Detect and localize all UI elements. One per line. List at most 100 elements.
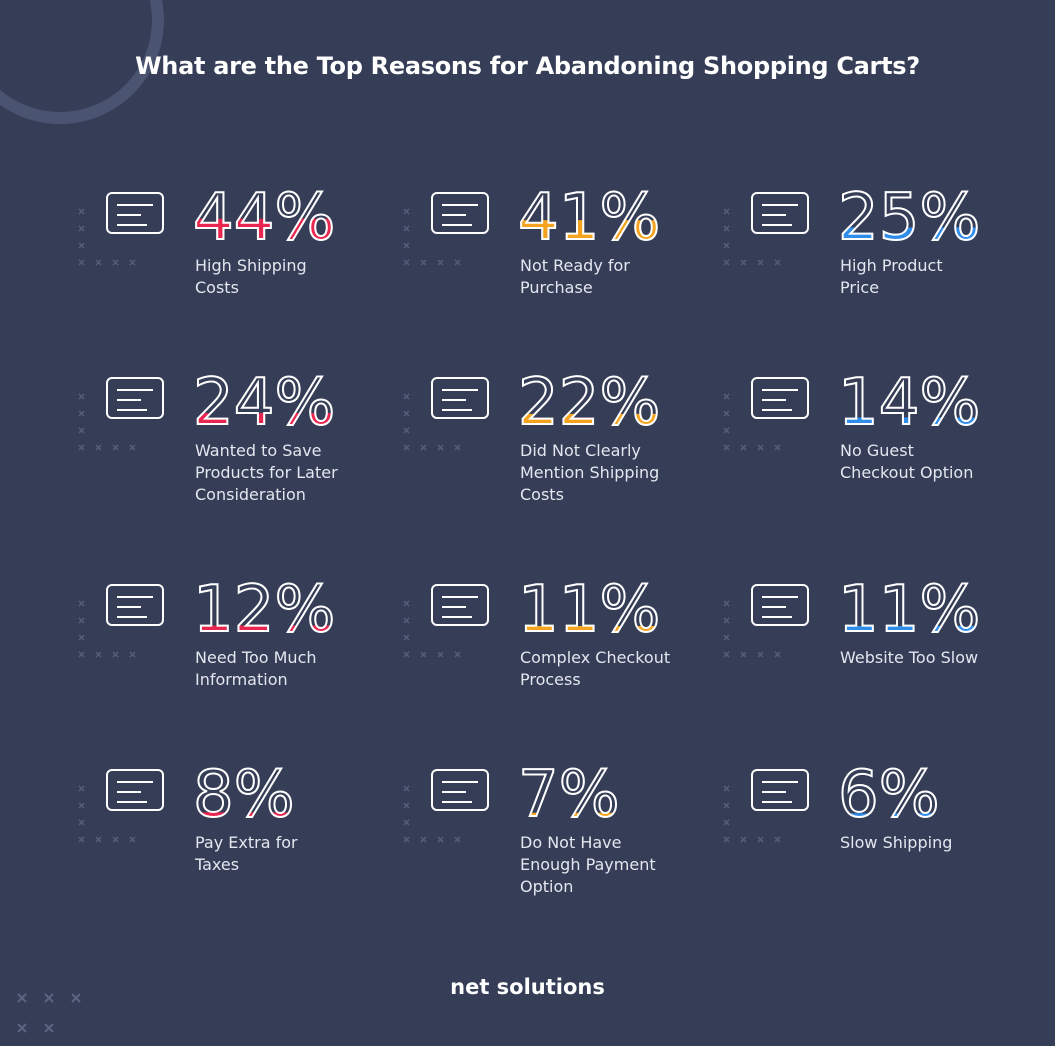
icon-detail — [762, 204, 798, 226]
stat-item: 14% 14% No Guest Checkout Option — [723, 370, 1050, 540]
icon — [106, 377, 164, 419]
stat-label: Not Ready for Purchase — [520, 255, 630, 299]
label-line: Not Ready for — [520, 256, 630, 275]
cross — [78, 785, 136, 843]
label-line: Costs — [520, 485, 564, 504]
stat-label: No Guest Checkout Option — [840, 440, 973, 484]
label-line: Pay Extra for — [195, 833, 298, 852]
stat-label: Slow Shipping — [840, 832, 952, 854]
cross — [403, 600, 461, 658]
cross — [78, 600, 136, 658]
cross — [403, 785, 461, 843]
label-line: Price — [840, 278, 880, 297]
icon-detail — [762, 781, 798, 803]
stat-fill-text: 8% — [193, 762, 295, 832]
stat-item: 22% 22% Did Not Clearly Mention Shipping Cos… — [403, 370, 730, 540]
icon-detail — [117, 596, 153, 618]
stat-value: 44% — [193, 185, 335, 255]
stat-graphic: 6%6% — [723, 762, 941, 843]
stat-fill-text: 41% — [518, 185, 660, 255]
label-line: Products for Later — [195, 463, 338, 482]
cross — [723, 600, 781, 658]
stat-value: 11% — [838, 577, 980, 647]
stat-graphic: 11%11% — [723, 577, 980, 658]
decor-crosses — [403, 393, 461, 451]
stat-value: 22% — [518, 370, 660, 440]
stat-label: High Product Price — [840, 255, 943, 299]
icon-detail — [442, 596, 478, 618]
decor-crosses — [723, 785, 781, 843]
label-line: Mention Shipping — [520, 463, 660, 482]
icon — [106, 769, 164, 811]
label-line: Complex Checkout — [520, 648, 671, 667]
decor-crosses — [78, 208, 136, 266]
icon-detail — [117, 781, 153, 803]
label-line: No Guest — [840, 441, 914, 460]
stat-item: 24% 24% Wanted to Save Products for Later Co… — [78, 370, 405, 540]
icon-detail — [442, 204, 478, 226]
decor-crosses — [78, 600, 136, 658]
cross — [723, 208, 781, 266]
decor-crosses — [723, 393, 781, 451]
stat-label: Need Too Much Information — [195, 647, 317, 691]
decor-crosses — [723, 600, 781, 658]
stat-item: 41% 41% Not Ready for Purchase — [403, 185, 730, 355]
stat-item: 11% 11% Website Too Slow — [723, 577, 1050, 747]
icon — [431, 769, 489, 811]
stat-item: 6% 6% Slow Shipping — [723, 762, 1050, 932]
stat-fill-text: 25% — [838, 185, 980, 255]
icon — [751, 377, 809, 419]
stat-value: 24% — [193, 370, 335, 440]
stat-value: 7% — [518, 762, 620, 832]
stat-fill-text: 24% — [193, 370, 335, 440]
icon-detail — [442, 781, 478, 803]
decor-crosses — [78, 785, 136, 843]
stat-value: 6% — [838, 762, 940, 832]
stat-label: Did Not Clearly Mention Shipping Costs — [520, 440, 659, 506]
decor-crosses — [17, 993, 81, 1033]
icon-detail — [762, 389, 798, 411]
label-line: Website Too Slow — [840, 648, 979, 667]
icon — [751, 584, 809, 626]
stat-graphic: 22%22% — [403, 370, 660, 451]
icon — [106, 584, 164, 626]
stat-graphic: 14%14% — [723, 370, 980, 451]
label-line: Enough Payment — [520, 855, 656, 874]
stat-fill-text: 6% — [838, 762, 940, 832]
stat-item: 25% 25% High Product Price — [723, 185, 1050, 355]
icon — [106, 192, 164, 234]
stat-label: Complex Checkout Process — [520, 647, 670, 691]
icon-detail — [442, 389, 478, 411]
stat-fill-text: 11% — [838, 577, 980, 647]
icon-detail — [117, 389, 153, 411]
stat-fill-text: 14% — [838, 370, 980, 440]
icon — [751, 192, 809, 234]
stat-value: 11% — [518, 577, 660, 647]
label-line: Consideration — [195, 485, 306, 504]
stat-graphic: 11%11% — [403, 577, 660, 658]
decor-crosses — [403, 208, 461, 266]
stat-graphic: 12%12% — [78, 577, 335, 658]
icon — [751, 769, 809, 811]
icon — [431, 584, 489, 626]
stat-label: High Shipping Costs — [195, 255, 307, 299]
stat-graphic: 41%41% — [403, 185, 660, 266]
stat-item: 12% 12% Need Too Much Information — [78, 577, 405, 747]
stat-label: Do Not Have Enough Payment Option — [520, 832, 656, 898]
label-line: Costs — [195, 278, 239, 297]
cross — [723, 785, 781, 843]
title: What are the Top Reasons for Abandoning … — [135, 52, 920, 80]
label-line: Slow Shipping — [840, 833, 953, 852]
cross — [78, 208, 136, 266]
stat-graphic: 44%44% — [78, 185, 335, 266]
label-line: Option — [520, 877, 574, 896]
icon — [431, 192, 489, 234]
stat-graphic: 24%24% — [78, 370, 335, 451]
stat-item: 11% 11% Complex Checkout Process — [403, 577, 730, 747]
decor-ring — [0, 0, 164, 124]
cross — [403, 393, 461, 451]
label-line: Information — [195, 670, 288, 689]
icon-detail — [762, 596, 798, 618]
